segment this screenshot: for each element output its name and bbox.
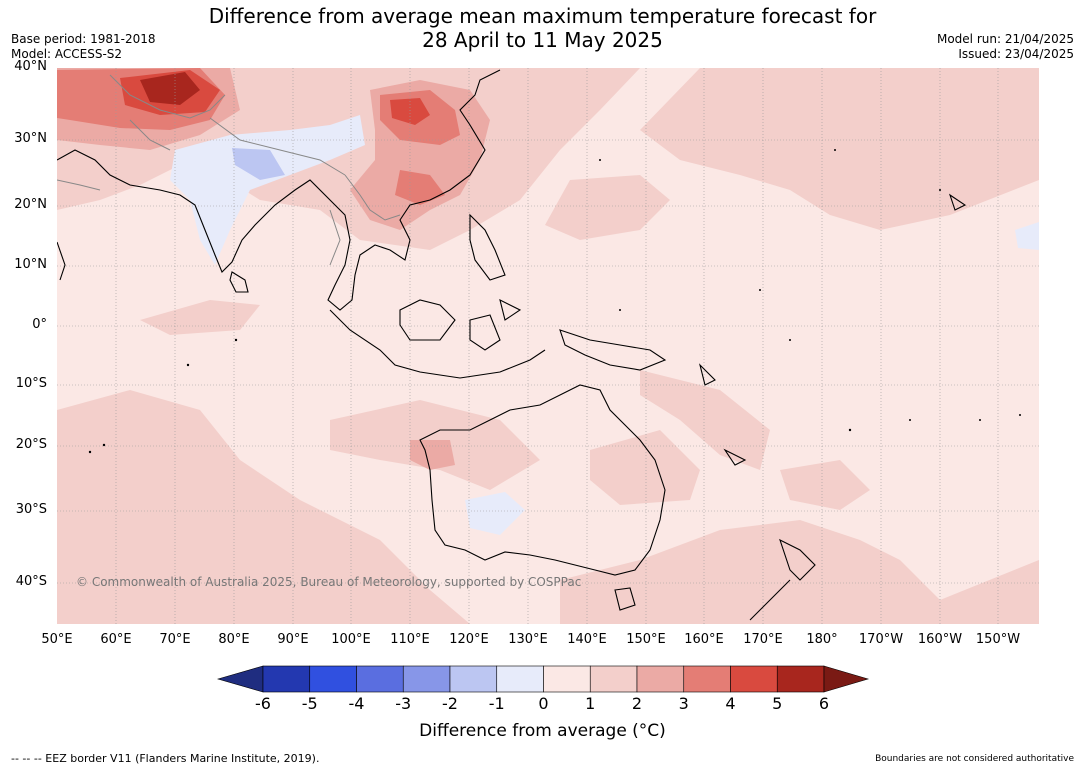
lon-label: 150°E bbox=[626, 632, 666, 647]
colorbar-tick-label: -4 bbox=[348, 694, 365, 713]
colorbar-tick-label: -1 bbox=[488, 694, 505, 713]
colorbar-swatch bbox=[449, 665, 498, 693]
colorbar-tick-label: -6 bbox=[255, 694, 271, 713]
islands bbox=[88, 149, 1021, 454]
lon-label: 150°W bbox=[975, 632, 1021, 647]
lon-label: 70°E bbox=[159, 632, 191, 647]
lon-label: 180° bbox=[806, 632, 838, 647]
meta-right: Model run: 21/04/2025 Issued: 23/04/2025 bbox=[937, 32, 1074, 62]
lon-label: 110°E bbox=[390, 632, 430, 647]
colorbar-tick-label: 2 bbox=[631, 694, 643, 713]
colorbar-tick-label: 0 bbox=[538, 694, 549, 713]
colorbar-swatch bbox=[589, 665, 638, 693]
colorbar-tick-label: 4 bbox=[725, 694, 736, 713]
lon-label: 100°E bbox=[331, 632, 371, 647]
colorbar-swatch bbox=[683, 665, 731, 693]
colorbar-tick-label: 5 bbox=[772, 694, 783, 713]
lon-label: 90°E bbox=[277, 632, 309, 647]
colorbar-swatch bbox=[730, 665, 778, 693]
lat-label: 40°S bbox=[15, 574, 47, 589]
colorbar-arrow-high bbox=[823, 665, 870, 693]
colorbar-label: Difference from average (°C) bbox=[419, 721, 666, 741]
lat-label: 0° bbox=[32, 317, 47, 332]
colorbar-tick-label: -3 bbox=[395, 694, 412, 713]
colorbar-swatch bbox=[262, 665, 311, 693]
colorbar-swatch bbox=[356, 665, 404, 693]
lon-label: 160°W bbox=[917, 632, 963, 647]
title-line-1: Difference from average mean maximum tem… bbox=[208, 4, 877, 28]
lon-label: 170°E bbox=[743, 632, 783, 647]
lat-label: 10°N bbox=[14, 257, 47, 272]
colorbar-swatch bbox=[496, 665, 544, 693]
lon-label: 140°E bbox=[567, 632, 607, 647]
model-name: Model: ACCESS-S2 bbox=[11, 47, 123, 61]
lon-label: 170°W bbox=[858, 632, 904, 647]
lat-label: 40°N bbox=[14, 59, 47, 74]
colorbar-tick-label: 6 bbox=[818, 694, 830, 713]
colorbar-swatch bbox=[636, 665, 685, 693]
colorbar-arrow-low bbox=[216, 665, 264, 693]
colorbar-tick-label: -5 bbox=[301, 694, 318, 713]
lon-label: 130°E bbox=[508, 632, 548, 647]
lon-label: 60°E bbox=[100, 632, 132, 647]
colorbar-tick-label: 3 bbox=[678, 694, 689, 713]
eez-legend: -- -- -- EEZ border V11 (Flanders Marine… bbox=[11, 752, 320, 765]
lat-label: 10°S bbox=[15, 376, 47, 391]
colorbar-tick-label: -2 bbox=[442, 694, 458, 713]
colorbar-tick-label: 1 bbox=[585, 694, 596, 713]
lat-label: 20°S bbox=[15, 437, 47, 452]
base-period: Base period: 1981-2018 bbox=[11, 32, 156, 46]
copyright-notice: © Commonwealth of Australia 2025, Bureau… bbox=[76, 575, 582, 589]
title-line-2: 28 April to 11 May 2025 bbox=[422, 28, 663, 52]
lat-label: 30°S bbox=[15, 502, 47, 517]
boundary-disclaimer: Boundaries are not considered authoritat… bbox=[875, 754, 1074, 764]
country-borders bbox=[57, 74, 401, 266]
colorbar-swatch bbox=[776, 665, 825, 693]
lat-label: 30°N bbox=[14, 131, 47, 146]
coastlines bbox=[57, 69, 967, 621]
colorbar-swatch bbox=[402, 665, 451, 693]
issued-date: Issued: 23/04/2025 bbox=[958, 47, 1074, 61]
colorbar-swatch bbox=[309, 665, 357, 693]
lat-label: 20°N bbox=[14, 197, 47, 212]
map-title: Difference from average mean maximum tem… bbox=[0, 4, 1085, 52]
lon-label: 80°E bbox=[218, 632, 250, 647]
colorbar-swatch bbox=[543, 665, 591, 693]
model-run: Model run: 21/04/2025 bbox=[936, 32, 1074, 46]
lon-label: 50°E bbox=[41, 632, 73, 647]
lon-label: 160°E bbox=[684, 632, 724, 647]
lon-label: 120°E bbox=[449, 632, 489, 647]
meta-left: Base period: 1981-2018 Model: ACCESS-S2 bbox=[11, 32, 156, 62]
